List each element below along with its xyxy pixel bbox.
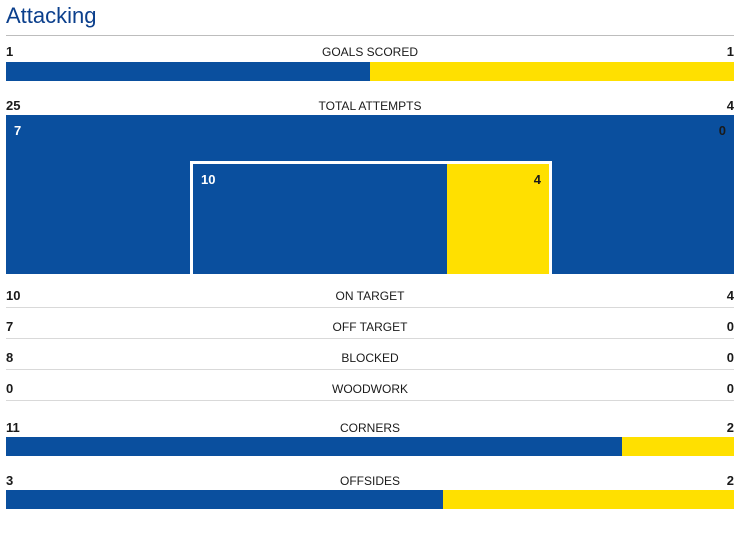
corners-home: 11 [6, 420, 20, 435]
offsides-label: OFFSIDES [339, 474, 400, 488]
off-goal-home-count: 7 [14, 123, 22, 138]
total-attempts-away: 4 [726, 98, 734, 113]
goals-scored-away-segment [370, 62, 734, 81]
on-target-away: 4 [726, 288, 734, 303]
goals-scored-home-segment [6, 62, 370, 81]
blocked-label: BLOCKED [341, 351, 399, 365]
total-attempts-home: 25 [6, 98, 21, 113]
on-goal-away-count: 4 [533, 172, 541, 187]
goals-scored-away: 1 [726, 44, 734, 59]
offsides-away-segment [442, 490, 734, 509]
off-target-label: OFF TARGET [332, 320, 408, 334]
goals-scored-home: 1 [6, 44, 14, 59]
section-title: Attacking [6, 3, 97, 28]
off-target-row: 7 OFF TARGET 0 [6, 315, 734, 335]
total-attempts-label: TOTAL ATTEMPTS [318, 99, 422, 113]
on-goal-away-area: 4 [447, 164, 549, 274]
corners-away: 2 [726, 420, 734, 435]
on-goal-home-count: 10 [201, 172, 216, 187]
off-goal-away-count: 0 [718, 123, 726, 138]
woodwork-home: 0 [6, 381, 14, 396]
offsides-bar [6, 490, 734, 509]
blocked-away: 0 [726, 350, 734, 365]
goals-scored-label: GOALS SCORED [321, 45, 419, 59]
corners-bar [6, 437, 734, 456]
goals-scored-bar [6, 62, 734, 81]
goals-scored-row: 1 GOALS SCORED 1 [6, 40, 734, 60]
blocked-home: 8 [6, 350, 14, 365]
corners-label: CORNERS [339, 421, 400, 435]
woodwork-label: WOODWORK [332, 382, 408, 396]
row-divider [6, 400, 734, 401]
woodwork-row: 0 WOODWORK 0 [6, 377, 734, 397]
on-target-home: 10 [6, 288, 21, 303]
total-attempts-row: 25 TOTAL ATTEMPTS 4 [6, 94, 734, 114]
corners-row: 11 CORNERS 2 [6, 416, 734, 436]
corners-home-segment [6, 437, 622, 456]
offsides-row: 3 OFFSIDES 2 [6, 469, 734, 489]
offsides-home-segment [6, 490, 443, 509]
offsides-away: 2 [726, 473, 734, 488]
row-divider [6, 338, 734, 339]
off-target-away: 0 [726, 319, 734, 334]
goal-frame: 10 4 [190, 161, 552, 274]
row-divider [6, 307, 734, 308]
title-divider [6, 35, 734, 36]
attempts-goal-graphic: 7 0 10 4 [6, 115, 734, 274]
blocked-row: 8 BLOCKED 0 [6, 346, 734, 366]
woodwork-away: 0 [726, 381, 734, 396]
offsides-home: 3 [6, 473, 14, 488]
off-target-home: 7 [6, 319, 14, 334]
on-target-label: ON TARGET [335, 289, 405, 303]
corners-away-segment [621, 437, 734, 456]
row-divider [6, 369, 734, 370]
on-target-row: 10 ON TARGET 4 [6, 284, 734, 304]
on-goal-home-area: 10 [193, 164, 448, 274]
